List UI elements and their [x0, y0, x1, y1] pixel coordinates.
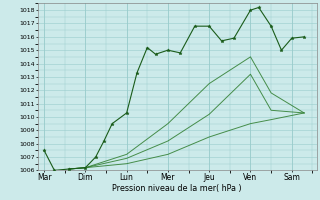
- X-axis label: Pression niveau de la mer( hPa ): Pression niveau de la mer( hPa ): [112, 184, 242, 193]
